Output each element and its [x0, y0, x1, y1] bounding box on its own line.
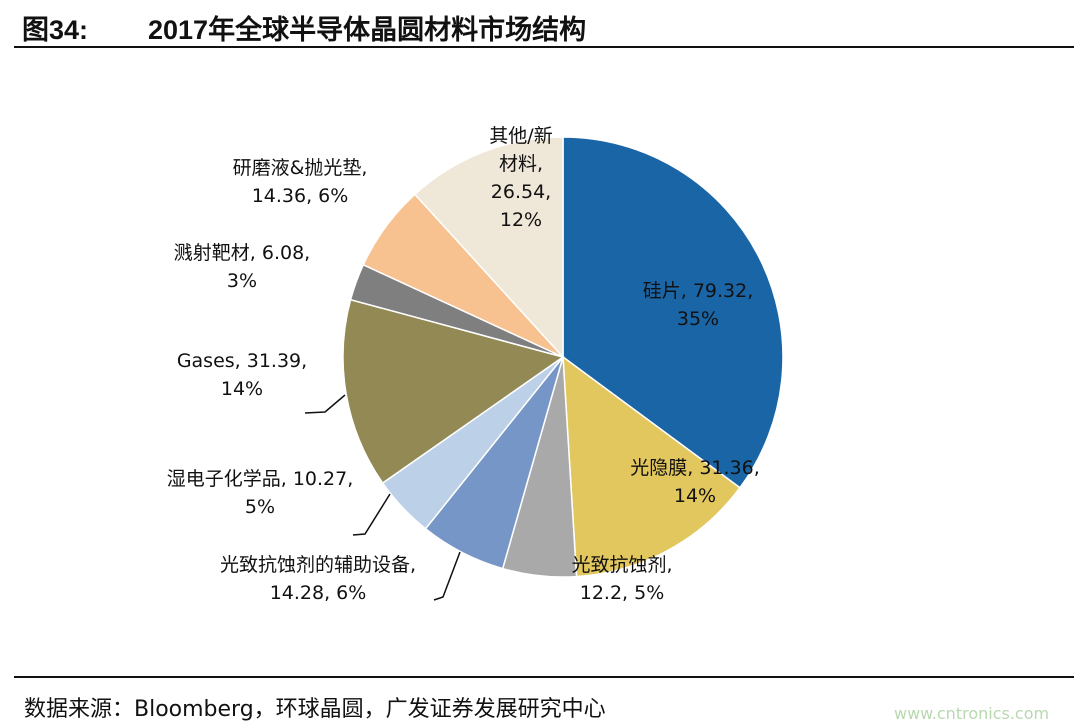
data-label-8-line-3: 12% [500, 209, 542, 231]
pie-slice-5 [342, 298, 565, 485]
data-label-4: 湿电子化学品, 10.27, 5% [167, 468, 354, 518]
data-label-7: 研磨液&抛光垫, 14.36, 6% [233, 157, 368, 207]
data-label-4-line-0: 湿电子化学品, 10.27, [167, 468, 354, 490]
leader-line-4 [352, 493, 391, 536]
data-label-8: 其他/新材料, 26.54, 12% [489, 125, 552, 231]
data-label-3-line-1: 14.28, 6% [270, 582, 367, 604]
data-label-1-line-0: 光隐膜, 31.36, [630, 457, 760, 479]
chart-title: 2017年全球半导体晶圆材料市场结构 [148, 15, 587, 45]
pie-slice-1 [562, 355, 741, 578]
data-label-5-line-1: 14% [221, 378, 263, 400]
data-label-2: 光致抗蚀剂, 12.2, 5% [571, 554, 672, 604]
data-label-3-line-0: 光致抗蚀剂的辅助设备, [220, 554, 416, 576]
data-label-0: 硅片, 79.32, 35% [643, 280, 754, 330]
data-label-6-line-0: 溅射靶材, 6.08, [174, 242, 310, 264]
data-label-8-line-2: 26.54, [491, 181, 551, 203]
data-label-2-line-1: 12.2, 5% [580, 582, 665, 604]
source-note: 数据来源：Bloomberg，环球晶圆，广发证券发展研究中心 [24, 697, 606, 722]
data-label-5: Gases, 31.39, 14% [177, 350, 307, 400]
leader-line-5 [304, 394, 346, 414]
data-label-8-line-1: 材料, [499, 153, 543, 175]
leader-line-3 [433, 551, 461, 601]
data-label-6-line-1: 3% [227, 270, 257, 292]
data-label-0-line-0: 硅片, 79.32, [643, 280, 754, 302]
data-label-1: 光隐膜, 31.36, 14% [630, 457, 760, 507]
data-label-7-line-1: 14.36, 6% [252, 185, 349, 207]
data-label-6: 溅射靶材, 6.08, 3% [174, 242, 310, 292]
figure-footer: 数据来源：Bloomberg，环球晶圆，广发证券发展研究中心 www.cntro… [14, 676, 1074, 723]
pie-slice-8 [413, 136, 564, 359]
watermark: www.cntronics.com [894, 704, 1050, 723]
data-label-0-line-1: 35% [677, 308, 719, 330]
figure-number: 图34: [22, 15, 89, 45]
data-label-1-line-1: 14% [674, 485, 716, 507]
figure-header: 图34: 2017年全球半导体晶圆材料市场结构 [14, 0, 1074, 48]
data-label-2-line-0: 光致抗蚀剂, [571, 554, 672, 576]
data-label-8-line-0: 其他/新 [489, 125, 552, 147]
data-label-7-line-0: 研磨液&抛光垫, [233, 157, 368, 179]
data-label-5-line-0: Gases, 31.39, [177, 350, 307, 372]
data-label-3: 光致抗蚀剂的辅助设备, 14.28, 6% [220, 554, 416, 604]
data-label-4-line-1: 5% [245, 496, 275, 518]
pie-slice-0 [562, 136, 784, 489]
